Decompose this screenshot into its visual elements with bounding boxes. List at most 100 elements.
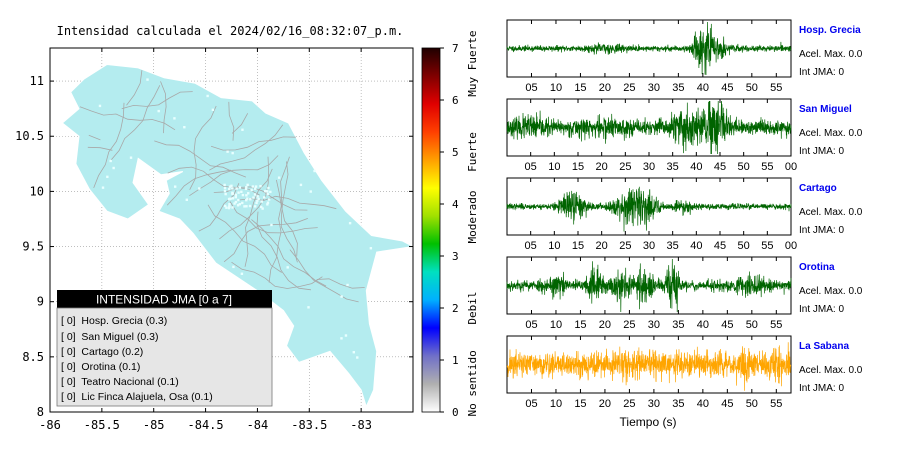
town-dot [309,190,312,193]
waveform-panels: 05 10 15 20 25 30 35 40 45 50 55 Hosp. Grecia Acel. … [506,19,863,410]
waveform-x-tick-label: 45 [721,319,733,331]
legend-title: INTENSIDAD JMA [0 a 7] [96,293,232,307]
map-y-tick-label: 11 [30,74,44,88]
legend-title-bar [57,290,272,308]
waveform-trace [506,186,792,232]
waveform-x-tick-label: 55 [770,398,782,410]
town-dot [236,204,240,207]
road [121,91,193,110]
legend-item: [ 0] Cartago (0.2) [61,346,143,358]
town-dot [256,199,259,202]
town-dot [237,198,240,202]
town-dot [254,185,258,188]
waveform-x-tick-label: 25 [623,398,635,410]
waveform-x-tick-label: 55 [770,82,782,94]
waveform-x-tick-label: 30 [648,82,660,94]
station-accel: Acel. Max. 0.0 [799,49,863,60]
legend-body [56,307,273,407]
town-dot [223,204,227,208]
waveform-x-tick-label: 45 [721,82,733,94]
town-dot [245,194,248,197]
map-y-tick-label: 9 [37,295,44,309]
colorbar-tick-label: 3 [452,250,459,263]
x-axis-label: Tiempo (s) [620,415,677,429]
waveform-x-tick-label: 10 [550,82,562,94]
map-x-tick-label: -85.5 [84,418,120,432]
waveform-x-tick-label: 20 [599,398,611,410]
town-dot [227,197,231,201]
town-dot [266,190,269,193]
town-dot [251,185,255,188]
waveform-x-tick-label: 40 [690,240,702,252]
legend-item: [ 0] Orotina (0.1) [61,361,140,373]
road [238,195,337,210]
town-dot [225,206,228,209]
town-dot [356,356,359,359]
road [229,201,318,234]
town-dot [260,200,263,203]
colorbar-tick-label: 4 [452,198,459,211]
town-dot [250,188,253,192]
town-dot [241,128,244,131]
waveform-x-tick-label: 25 [623,82,635,94]
town-dot [256,195,259,198]
town-dot [240,190,243,194]
town-dot [261,207,264,210]
waveform-x-tick-label: 15 [574,82,586,94]
town-dot [241,193,245,197]
town-dot [257,197,260,201]
town-dot [231,151,234,155]
town-dot [247,192,250,195]
town-dot [267,198,271,201]
town-dot [241,201,244,205]
waveform-x-tick-label: 50 [738,240,750,252]
legend-item: [ 0] Lic Finca Alajuela, Osa (0.1) [61,391,213,403]
town-dot [307,306,310,309]
town-dot [228,203,231,206]
map-y-tick-label: 8 [37,405,44,419]
road [88,134,101,141]
town-dot [245,205,248,208]
waveform-x-tick-label: 10 [548,240,560,252]
town-dot [224,192,227,196]
town-dot [255,201,258,205]
town-dot [243,205,246,208]
waveform-x-tick-label: 35 [672,398,684,410]
colorbar-ticks: 0 1 2 3 4 5 6 7 [440,42,459,419]
town-dot [234,200,238,204]
waveform-x-tick-label: 20 [599,319,611,331]
station-jma: Int JMA: 0 [799,67,844,78]
town-dot [238,186,242,189]
town-dot [264,190,268,193]
town-dot [226,150,229,153]
waveform-trace [506,342,792,391]
road [289,249,359,303]
station-jma: Int JMA: 0 [799,146,844,157]
waveform-x-tick-label: 20 [596,161,608,173]
colorbar-tick-label: 2 [452,302,459,315]
legend-item: [ 0] Hosp. Grecia (0.3) [61,315,167,327]
waveform-x-tick-label: 20 [596,240,608,252]
town-dot [106,175,109,179]
town-dot [240,272,244,275]
waveform-x-tick-label: 55 [761,240,773,252]
colorbar-category-label: Moderado [466,191,479,244]
colorbar-tick-label: 5 [452,146,459,159]
town-dot [229,197,232,200]
town-dot [157,109,160,113]
legend-item: [ 0] San Miguel (0.3) [61,331,158,343]
town-dot [234,195,238,199]
map-x-tick-label: -86 [39,418,61,432]
waveform-x-tick-label: 10 [550,398,562,410]
waveform-x-tick-label: 30 [648,398,660,410]
town-dot [230,184,233,188]
waveform-trace [506,100,792,155]
town-dot [173,185,177,188]
station-name: Cartago [799,183,837,194]
town-dot [286,266,289,269]
town-dot [340,337,343,340]
waveform-x-tick-label: 20 [599,82,611,94]
road [93,102,125,189]
station-dots [98,78,373,359]
waveform-x-tick-label: 05 [525,240,537,252]
